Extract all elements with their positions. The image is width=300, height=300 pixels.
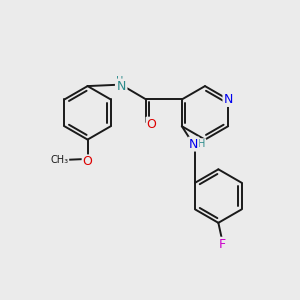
Text: O: O — [147, 118, 156, 130]
Text: CH₃: CH₃ — [50, 155, 68, 165]
Text: N: N — [189, 138, 198, 151]
Text: N: N — [117, 80, 127, 93]
Text: F: F — [219, 238, 226, 251]
Text: H: H — [116, 76, 123, 86]
Text: N: N — [224, 93, 233, 106]
Text: H: H — [198, 139, 206, 149]
Text: O: O — [82, 155, 92, 168]
